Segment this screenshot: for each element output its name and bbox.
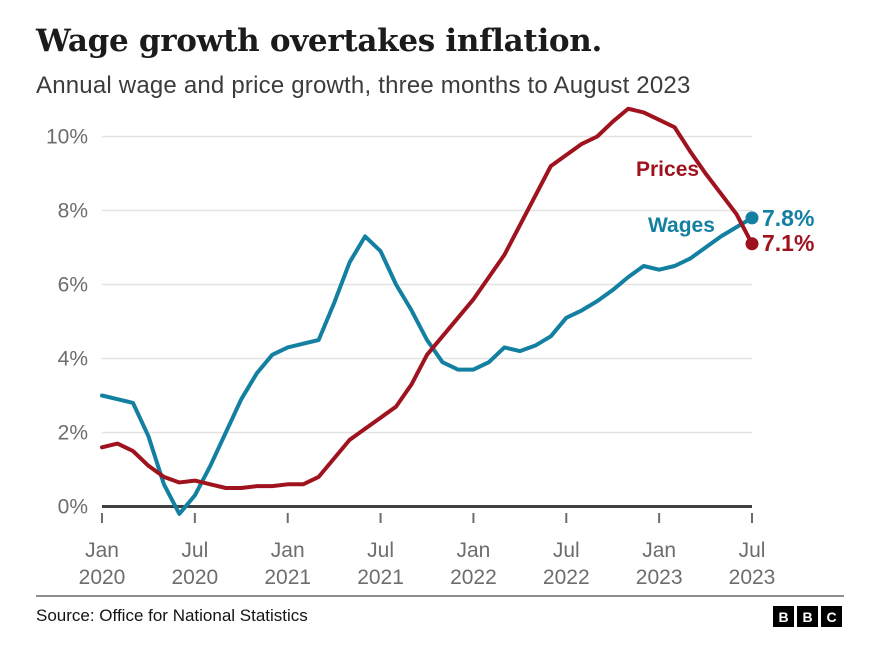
x-axis-label-month: Jul — [367, 539, 394, 562]
x-axis-label-month: Jan — [642, 539, 676, 562]
x-axis-label-year: 2022 — [543, 566, 590, 589]
x-axis-label-year: 2023 — [636, 566, 683, 589]
y-axis-label: 4% — [58, 348, 88, 371]
bbc-logo-block-c: C — [821, 606, 842, 627]
bbc-logo-block-b1: B — [773, 606, 794, 627]
series-label-wages: Wages — [648, 214, 715, 237]
bbc-logo-block-b2: B — [797, 606, 818, 627]
x-axis-label-month: Jan — [456, 539, 490, 562]
footer-divider — [36, 595, 844, 597]
end-value-label-prices: 7.1% — [762, 230, 815, 256]
x-axis-label-year: 2020 — [171, 566, 218, 589]
x-axis-label-month: Jul — [181, 539, 208, 562]
x-axis-label-month: Jul — [739, 539, 766, 562]
page-subtitle: Annual wage and price growth, three mont… — [36, 72, 691, 99]
x-axis-label-year: 2021 — [264, 566, 311, 589]
y-axis-label: 2% — [58, 422, 88, 445]
x-axis-label-year: 2020 — [79, 566, 126, 589]
series-end-dot-prices — [745, 237, 759, 251]
x-axis-label-year: 2022 — [450, 566, 497, 589]
series-label-prices: Prices — [636, 158, 700, 181]
bbc-logo: B B C — [773, 606, 842, 627]
x-axis-label-month: Jan — [85, 539, 119, 562]
series-end-dot-wages — [745, 211, 759, 225]
y-axis-label: 0% — [58, 496, 88, 519]
page-title: Wage growth overtakes inflation. — [36, 23, 603, 59]
x-axis-label-year: 2023 — [729, 566, 776, 589]
source-caption: Source: Office for National Statistics — [36, 606, 308, 625]
series-line-wages — [100, 215, 754, 516]
series-line-prices — [100, 106, 754, 490]
y-axis-label: 8% — [58, 200, 88, 223]
end-value-label-wages: 7.8% — [762, 205, 815, 231]
x-axis-label-month: Jul — [553, 539, 580, 562]
y-axis-label: 6% — [58, 274, 88, 297]
x-axis-label-month: Jan — [271, 539, 305, 562]
x-axis-label-year: 2021 — [357, 566, 404, 589]
y-axis-label: 10% — [46, 126, 88, 149]
